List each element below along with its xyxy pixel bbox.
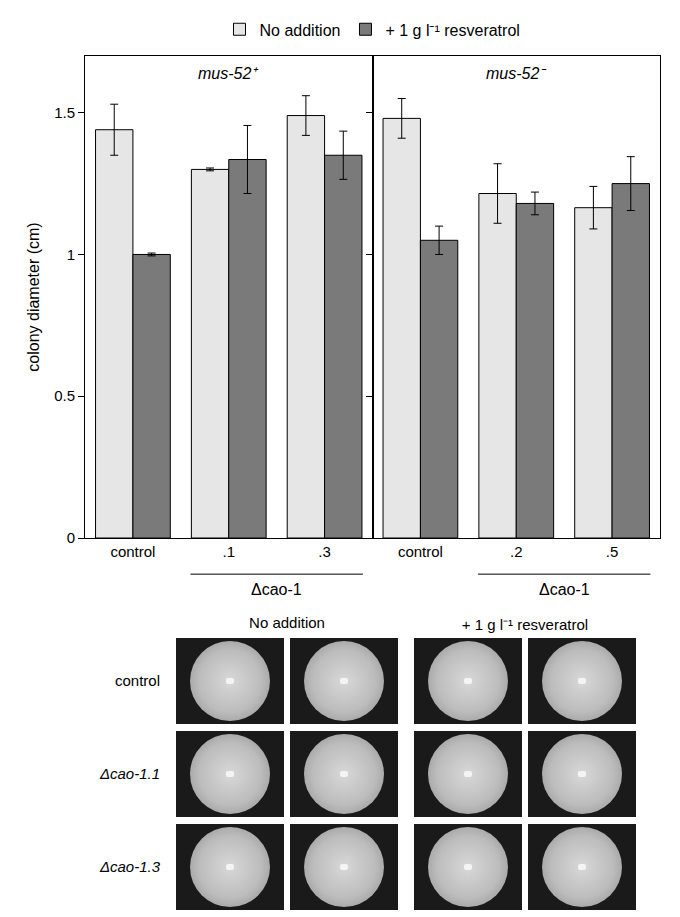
svg-text:mus-52⁻: mus-52⁻: [486, 65, 547, 82]
svg-text:.2: .2: [510, 543, 523, 560]
svg-text:+ 1 g l⁻¹ resveratrol: + 1 g l⁻¹ resveratrol: [385, 22, 519, 39]
html-text:control: control: [115, 672, 160, 689]
svg-text:1.5: 1.5: [54, 104, 75, 121]
svg-text:1: 1: [67, 246, 75, 263]
svg-text:colony diameter (cm): colony diameter (cm): [25, 222, 42, 371]
svg-text:.3: .3: [318, 543, 331, 560]
svg-text:0: 0: [67, 529, 75, 546]
html-text:Δcao-1.1: Δcao-1.1: [99, 765, 160, 782]
svg-text:mus-52⁺: mus-52⁺: [198, 65, 259, 82]
html-text:Δcao-1.3: Δcao-1.3: [99, 858, 160, 875]
svg-text:No addition: No addition: [260, 22, 341, 39]
svg-text:Δcao-1: Δcao-1: [251, 581, 302, 598]
html-text:+ 1 g l⁻¹ resveratrol: + 1 g l⁻¹ resveratrol: [461, 616, 589, 633]
html-text:No addition: No addition: [249, 614, 325, 631]
svg-text:control: control: [110, 543, 155, 560]
svg-text:control: control: [398, 543, 443, 560]
svg-text:Δcao-1: Δcao-1: [539, 581, 590, 598]
svg-text:.5: .5: [606, 543, 619, 560]
svg-text:.1: .1: [222, 543, 235, 560]
svg-text:0.5: 0.5: [54, 387, 75, 404]
